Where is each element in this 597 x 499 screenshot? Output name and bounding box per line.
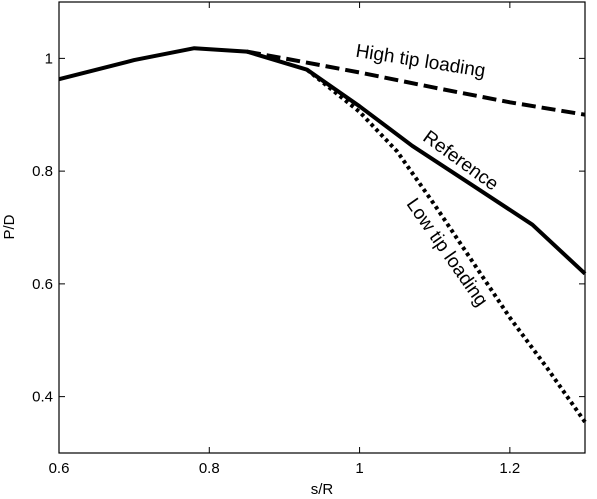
y-tick-label: 0.6 <box>32 276 53 293</box>
x-tick-label: 1.2 <box>499 460 520 477</box>
series-line-high-tip-loading <box>246 49 586 117</box>
plot-area <box>58 1 586 454</box>
x-tick-label: 0.6 <box>49 460 70 477</box>
x-axis-title: s/R <box>311 481 334 498</box>
y-tick-label: 0.4 <box>32 389 53 406</box>
y-tick-label: 0.8 <box>32 163 53 180</box>
x-axis: 0.6 0.8 1 1.2 <box>49 2 520 477</box>
series-line-reference <box>58 46 587 276</box>
y-axis: 0.4 0.6 0.8 1 <box>32 50 585 406</box>
x-tick-label: 1 <box>355 460 363 477</box>
x-tick-label: 0.8 <box>199 460 220 477</box>
y-axis-title: P/D <box>1 214 18 239</box>
y-tick-label: 1 <box>45 50 53 67</box>
series-layer <box>58 46 587 424</box>
